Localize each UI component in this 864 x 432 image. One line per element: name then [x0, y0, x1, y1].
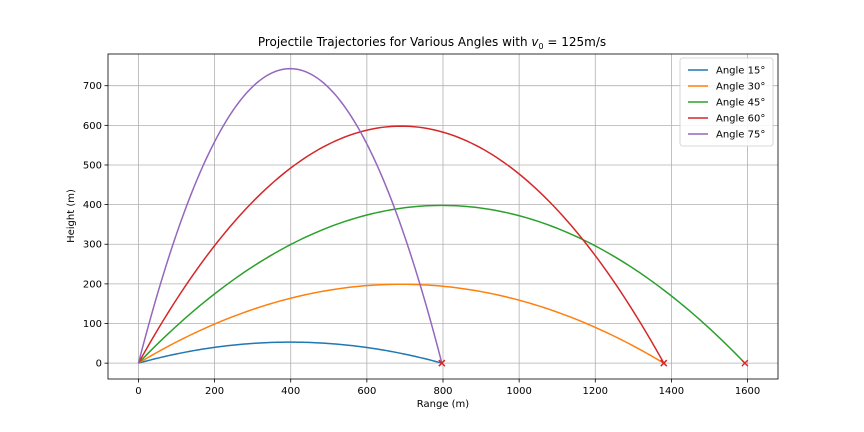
landing-marker-3 [660, 359, 668, 367]
title-rest: = 125m/s [544, 35, 607, 49]
title-v: v [531, 35, 539, 49]
series-line-2 [137, 204, 746, 364]
y-tick-label: 300 [83, 240, 102, 251]
legend-label-4: Angle 75° [716, 130, 765, 141]
y-tick-label: 0 [96, 359, 102, 370]
y-tick-label: 100 [83, 319, 102, 330]
y-tick-label: 600 [83, 121, 102, 132]
x-tick-label: 0 [135, 386, 141, 397]
x-tick-label: 1600 [735, 386, 760, 397]
x-tick-label: 1400 [659, 386, 684, 397]
x-tick-label: 1200 [583, 386, 608, 397]
ticks: 0 200 400 600 800 1000 1200 1400 1600 0 100 200 300 4… [83, 81, 760, 397]
x-tick-label: 400 [281, 386, 300, 397]
legend-label-3: Angle 60° [716, 114, 765, 125]
x-tick-label: 800 [433, 386, 452, 397]
y-tick-label: 700 [83, 81, 102, 92]
x-axis-label: Range (m) [417, 399, 470, 410]
series-line-3 [137, 125, 665, 364]
series-line-4 [137, 67, 443, 364]
y-tick-label: 200 [83, 279, 102, 290]
landing-markers [438, 359, 749, 367]
series-line-0 [138, 341, 443, 364]
chart-title: Projectile Trajectories for Various Angl… [258, 35, 606, 51]
legend-label-1: Angle 30° [716, 82, 765, 93]
landing-marker-2 [741, 359, 749, 367]
legend-box [679, 57, 774, 147]
legend: Angle 15° Angle 30° Angle 45° Angle 60° Angl… [679, 57, 774, 147]
y-tick-label: 400 [83, 200, 102, 211]
series-line-1 [138, 283, 665, 364]
y-tick-label: 500 [83, 160, 102, 171]
legend-label-0: Angle 15° [716, 66, 765, 77]
title-sub: 0 [539, 42, 544, 51]
x-tick-label: 1000 [506, 386, 531, 397]
x-tick-label: 600 [357, 386, 376, 397]
x-tick-label: 200 [205, 386, 224, 397]
landing-marker-4 [438, 359, 446, 367]
y-axis-label: Height (m) [66, 189, 77, 243]
series-layer [137, 67, 746, 364]
legend-label-2: Angle 45° [716, 98, 765, 109]
title-main: Projectile Trajectories for Various Angl… [258, 35, 532, 49]
